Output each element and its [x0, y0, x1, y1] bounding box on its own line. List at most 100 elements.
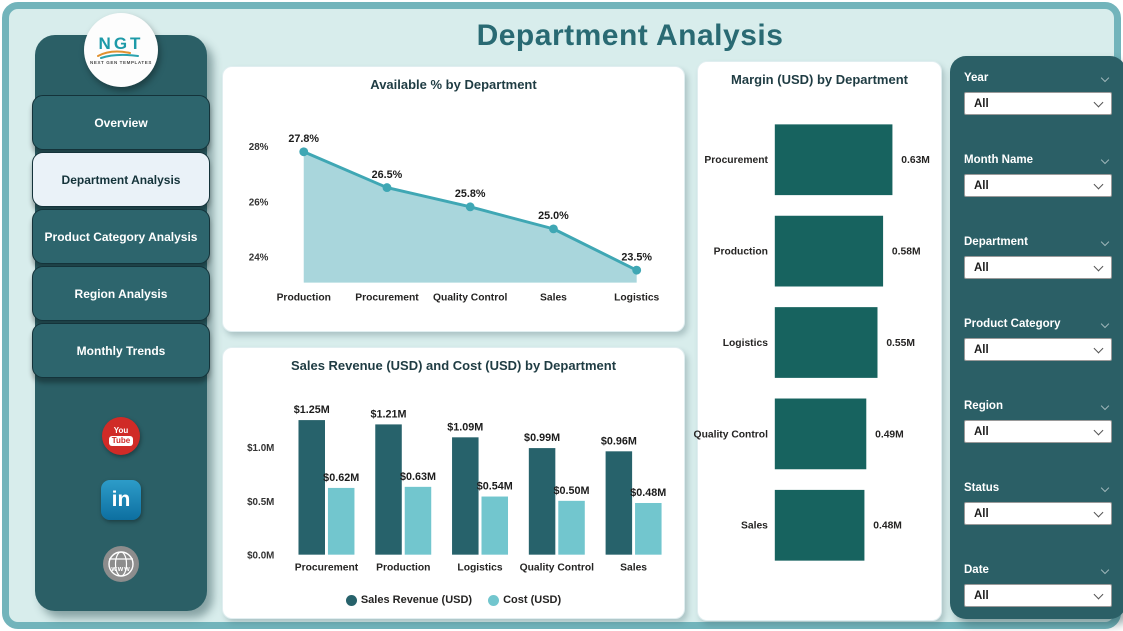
filter-value: All: [974, 425, 989, 438]
y-tick: $0.5M: [247, 497, 274, 508]
card-revenue-cost: Sales Revenue (USD) and Cost (USD) by De…: [222, 347, 685, 619]
data-label: 25.0%: [538, 210, 569, 222]
social-links: You Tube in www: [35, 417, 207, 583]
bar-cost-usd-quality-control[interactable]: [558, 500, 585, 555]
bar-sales-revenue-usd-production[interactable]: [375, 424, 402, 555]
y-category-label: Production: [714, 247, 768, 258]
legend-label: Sales Revenue (USD): [360, 594, 473, 606]
sidebar-nav: Overview Department Analysis Product Categ…: [32, 95, 210, 378]
filter-header: Product Category: [964, 316, 1112, 332]
bar-cost-usd-sales[interactable]: [635, 502, 662, 555]
filter-status-dropdown[interactable]: All: [964, 502, 1112, 525]
bar-margin-quality-control[interactable]: [774, 398, 867, 470]
bar-margin-production[interactable]: [774, 215, 884, 287]
data-point-quality-control[interactable]: [465, 202, 475, 212]
y-category-label: Logistics: [723, 338, 768, 349]
logo: NGT NEXT GEN TEMPLATES: [84, 13, 158, 87]
y-tick: 26%: [249, 197, 269, 208]
filter-value: All: [974, 589, 989, 602]
filter-header: Status: [964, 480, 1112, 496]
filter-product-category-dropdown[interactable]: All: [964, 338, 1112, 361]
data-point-sales[interactable]: [549, 224, 558, 234]
x-category-label: Quality Control: [433, 292, 508, 303]
filter-department: Department All: [964, 234, 1112, 279]
legend-dot: [345, 594, 357, 606]
filter-header: Region: [964, 398, 1112, 414]
data-label: $0.48M: [630, 487, 666, 499]
bar-margin-logistics[interactable]: [774, 307, 878, 378]
data-label: 0.63M: [901, 155, 930, 166]
data-label: $0.62M: [323, 472, 359, 484]
data-point-production[interactable]: [299, 147, 309, 157]
sidebar-item-product-category-analysis[interactable]: Product Category Analysis: [32, 209, 210, 264]
legend-item-sales-revenue-usd[interactable]: Sales Revenue (USD): [345, 594, 473, 606]
sidebar-item-monthly-trends[interactable]: Monthly Trends: [32, 323, 210, 378]
chevron-down-icon[interactable]: [1100, 565, 1110, 575]
bar-chart-revenue-cost[interactable]: $0.0M $0.5M $1.0M $1.25M $0.62M Procurement $1…: [231, 375, 678, 591]
data-label: 27.8%: [288, 133, 319, 145]
sidebar-item-region-analysis[interactable]: Region Analysis: [32, 266, 210, 321]
filter-year-dropdown[interactable]: All: [964, 92, 1112, 115]
y-tick: $1.0M: [247, 443, 274, 454]
chevron-down-icon[interactable]: [1100, 237, 1110, 247]
bar-cost-usd-production[interactable]: [404, 486, 432, 555]
legend-item-cost-usd[interactable]: Cost (USD): [488, 594, 561, 606]
filter-date: Date All: [964, 562, 1112, 607]
filter-department-dropdown[interactable]: All: [964, 256, 1112, 279]
filter-label: Product Category: [964, 318, 1061, 330]
youtube-icon[interactable]: You Tube: [102, 417, 140, 455]
x-category-label: Sales: [620, 562, 647, 573]
chart-title-margin: Margin (USD) by Department: [731, 72, 908, 87]
filter-label: Month Name: [964, 154, 1033, 166]
bar-cost-usd-logistics[interactable]: [481, 496, 509, 555]
chevron-down-icon[interactable]: [1100, 73, 1110, 83]
filter-header: Department: [964, 234, 1112, 250]
data-point-logistics[interactable]: [632, 265, 642, 275]
website-globe-icon[interactable]: www: [102, 545, 140, 583]
area-chart-available-percent[interactable]: 24% 26% 28% 27.8% Production 26.5% Procurement…: [231, 94, 678, 314]
filter-header: Month Name: [964, 152, 1112, 168]
data-label: $0.50M: [554, 485, 590, 497]
filter-product-category: Product Category All: [964, 316, 1112, 361]
linkedin-icon[interactable]: in: [101, 480, 141, 520]
filter-label: Department: [964, 236, 1028, 248]
chevron-down-icon[interactable]: [1100, 155, 1110, 165]
filter-status: Status All: [964, 480, 1112, 525]
hbar-chart-margin[interactable]: Procurement 0.63M Production 0.58M Logistics…: [694, 89, 935, 597]
filter-value: All: [974, 97, 989, 110]
filter-month-name-dropdown[interactable]: All: [964, 174, 1112, 197]
filter-region-dropdown[interactable]: All: [964, 420, 1112, 443]
filter-month-name: Month Name All: [964, 152, 1112, 197]
bar-sales-revenue-usd-sales[interactable]: [605, 451, 633, 555]
x-category-label: Procurement: [355, 292, 419, 303]
bar-sales-revenue-usd-procurement[interactable]: [298, 420, 325, 555]
bar-margin-procurement[interactable]: [774, 124, 893, 196]
chart-title-revenue-cost: Sales Revenue (USD) and Cost (USD) by De…: [290, 358, 617, 373]
youtube-label-box: Tube: [108, 435, 134, 446]
data-label: $0.54M: [477, 481, 513, 493]
filter-region: Region All: [964, 398, 1112, 443]
sidebar-item-overview[interactable]: Overview: [32, 95, 210, 150]
website-label: www: [110, 566, 130, 573]
bar-margin-sales[interactable]: [774, 489, 865, 561]
y-tick: 28%: [249, 142, 269, 153]
chevron-down-icon[interactable]: [1100, 401, 1110, 411]
bar-sales-revenue-usd-logistics[interactable]: [452, 437, 479, 555]
sidebar-item-department-analysis[interactable]: Department Analysis: [32, 152, 210, 207]
chevron-down-icon[interactable]: [1100, 483, 1110, 493]
bar-cost-usd-procurement[interactable]: [327, 487, 355, 555]
bar-sales-revenue-usd-quality-control[interactable]: [528, 448, 556, 555]
chevron-down-icon[interactable]: [1100, 319, 1110, 329]
page-title: Department Analysis: [476, 19, 784, 52]
x-category-label: Logistics: [457, 562, 502, 573]
data-point-procurement[interactable]: [382, 183, 392, 193]
linkedin-label: in: [111, 488, 131, 511]
logo-subtitle: NEXT GEN TEMPLATES: [90, 60, 152, 65]
legend-label: Cost (USD): [503, 594, 562, 606]
filter-header: Date: [964, 562, 1112, 578]
x-category-label: Procurement: [295, 562, 359, 573]
chevron-down-icon: [1093, 97, 1104, 107]
filter-date-dropdown[interactable]: All: [964, 584, 1112, 607]
